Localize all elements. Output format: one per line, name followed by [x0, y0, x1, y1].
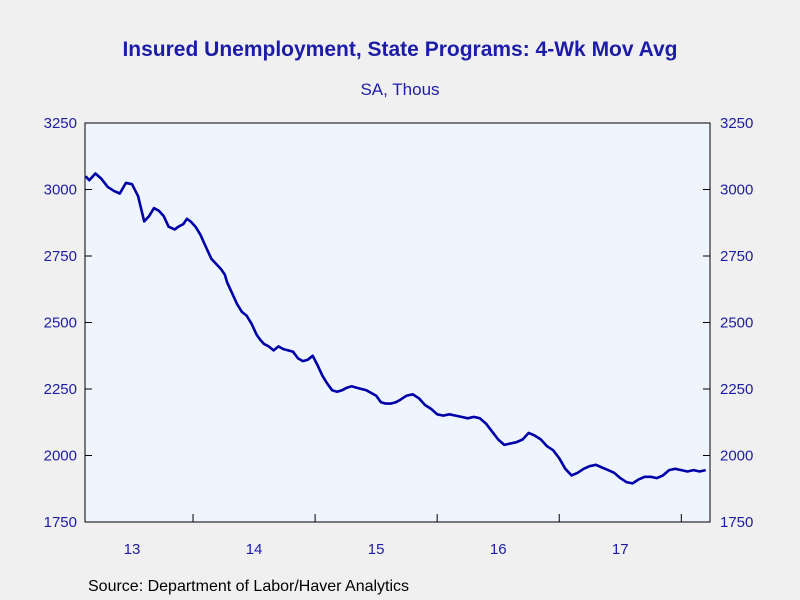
y-axis-left: 1750 2000 2250 2500 2750 3000 3250: [44, 115, 92, 531]
y-tick-label-right: 3250: [720, 115, 753, 132]
chart-subtitle: SA, Thous: [360, 80, 440, 99]
y-axis-right: 1750 2000 2250 2500 2750 3000 3250: [703, 115, 753, 531]
x-tick-label: 14: [246, 541, 263, 558]
plot-area: [84, 122, 711, 523]
chart-title: Insured Unemployment, State Programs: 4-…: [122, 38, 678, 61]
y-tick-label-right: 1750: [720, 514, 753, 531]
y-tick-label-right: 3000: [720, 182, 753, 199]
y-tick-label-left: 2250: [44, 381, 77, 398]
y-tick-label-left: 1750: [44, 514, 77, 531]
y-tick-label-left: 3250: [44, 115, 77, 132]
series-line: [84, 172, 706, 485]
x-tick-label: 15: [368, 541, 385, 558]
y-tick-label-left: 2000: [44, 448, 77, 465]
y-tick-label-right: 2750: [720, 248, 753, 265]
x-tick-label: 13: [124, 541, 141, 558]
source-note: Source: Department of Labor/Haver Analyt…: [88, 578, 410, 595]
x-tick-label: 16: [490, 541, 507, 558]
x-axis: 13 14 15 16 17: [124, 514, 682, 558]
y-tick-label-right: 2250: [720, 381, 753, 398]
y-tick-label-left: 2500: [44, 315, 77, 332]
y-tick-label-left: 3000: [44, 182, 77, 199]
y-tick-label-right: 2500: [720, 315, 753, 332]
y-tick-label-right: 2000: [720, 448, 753, 465]
x-tick-label: 17: [612, 541, 629, 558]
y-tick-label-left: 2750: [44, 248, 77, 265]
